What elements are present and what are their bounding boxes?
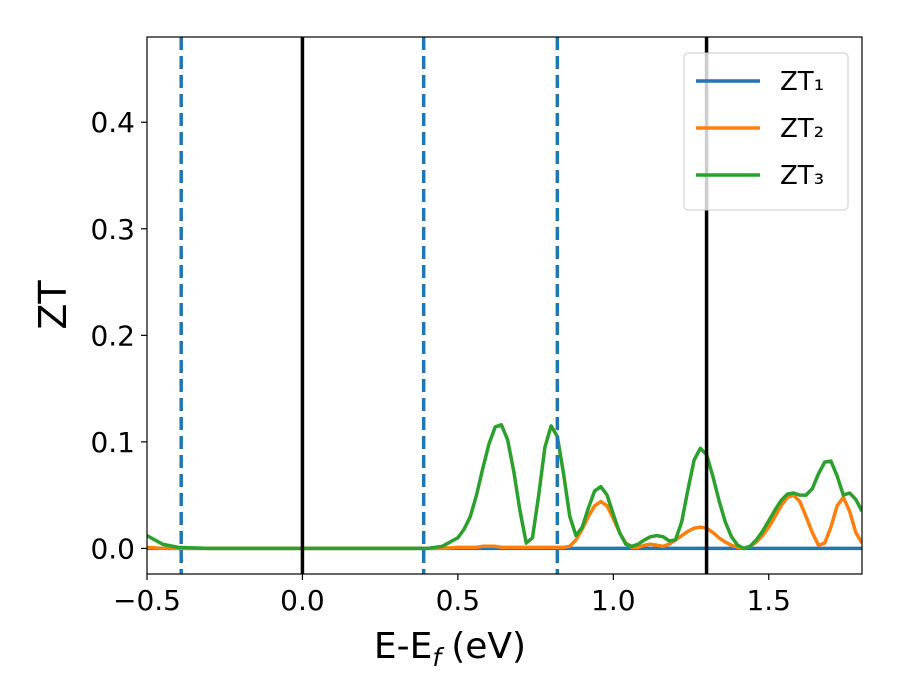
x-label-unit: (eV) bbox=[451, 626, 526, 667]
x-tick-label: −0.5 bbox=[113, 584, 181, 617]
x-label-main: E-E bbox=[374, 626, 432, 667]
x-label-sub: f bbox=[432, 643, 444, 672]
y-tick-label: 0.0 bbox=[90, 532, 135, 565]
x-tick-label: 0.5 bbox=[436, 584, 481, 617]
legend-box bbox=[683, 52, 849, 211]
plot-frame bbox=[146, 36, 863, 575]
y-tick-label: 0.3 bbox=[90, 213, 135, 246]
y-axis-label: ZT bbox=[31, 280, 75, 330]
y-tick-label: 0.2 bbox=[90, 319, 135, 352]
series-line bbox=[147, 423, 862, 551]
legend-label: ZT₃ bbox=[780, 161, 824, 191]
legend-label: ZT₂ bbox=[780, 114, 824, 144]
x-tick-label: 1.5 bbox=[746, 584, 791, 617]
y-tick-label: 0.1 bbox=[90, 426, 135, 459]
x-tick-label: 1.0 bbox=[591, 584, 636, 617]
x-axis-label: E-Ef (eV) bbox=[374, 626, 526, 672]
y-tick-label: 0.4 bbox=[90, 106, 135, 139]
legend-label: ZT₁ bbox=[780, 67, 824, 97]
x-tick-label: 0.0 bbox=[280, 584, 325, 617]
